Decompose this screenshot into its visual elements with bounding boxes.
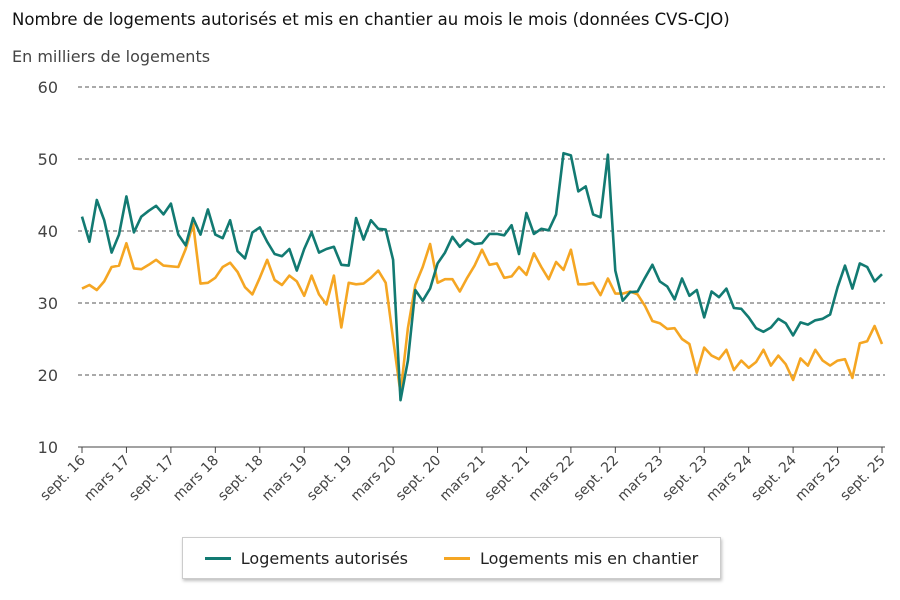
legend-swatch (444, 556, 470, 560)
legend-item-autorises[interactable]: Logements autorisés (204, 548, 408, 568)
x-tick-label: mars 25 (792, 453, 844, 505)
legend-label: Logements autorisés (240, 548, 408, 568)
x-tick-label: mars 22 (526, 453, 578, 505)
x-tick-label: sept. 21 (482, 453, 534, 505)
legend: Logements autorisés Logements mis en cha… (182, 537, 721, 579)
y-axis-label: En milliers de logements (12, 47, 211, 66)
series-line-mis-en-chantier (81, 222, 884, 395)
x-tick-label: sept. 19 (304, 453, 356, 505)
x-tick-label: mars 18 (170, 453, 222, 505)
y-tick-label: 30 (38, 294, 58, 313)
x-tick-label: sept. 20 (393, 453, 445, 505)
legend-swatch (204, 556, 231, 560)
x-tick-label: mars 24 (704, 452, 756, 504)
x-tick-label: mars 17 (81, 453, 133, 505)
y-tick-label: 40 (38, 222, 58, 241)
y-tick-label: 60 (38, 78, 58, 97)
legend-label: Logements mis en chantier (480, 548, 699, 568)
series-line-autorises (80, 151, 883, 402)
legend-item-mis-en-chantier[interactable]: Logements mis en chantier (444, 549, 698, 568)
x-tick-label: mars 23 (615, 453, 667, 505)
x-tick-label: sept. 23 (659, 453, 711, 505)
y-tick-label: 50 (38, 150, 58, 169)
y-tick-label: 20 (38, 366, 58, 385)
x-tick-label: sept. 16 (37, 452, 89, 504)
x-tick-label: sept. 25 (837, 453, 889, 505)
x-tick-label: sept. 24 (748, 452, 800, 504)
x-tick-label: sept. 18 (215, 453, 267, 505)
x-tick-label: mars 21 (437, 453, 489, 505)
x-tick-label: sept. 17 (126, 453, 178, 505)
x-tick-label: mars 20 (348, 453, 400, 505)
chart-title: Nombre de logements autorisés et mis en … (12, 10, 730, 29)
x-tick-label: mars 19 (259, 453, 311, 505)
y-tick-label: 10 (38, 438, 58, 457)
x-tick-label: sept. 22 (571, 453, 623, 505)
